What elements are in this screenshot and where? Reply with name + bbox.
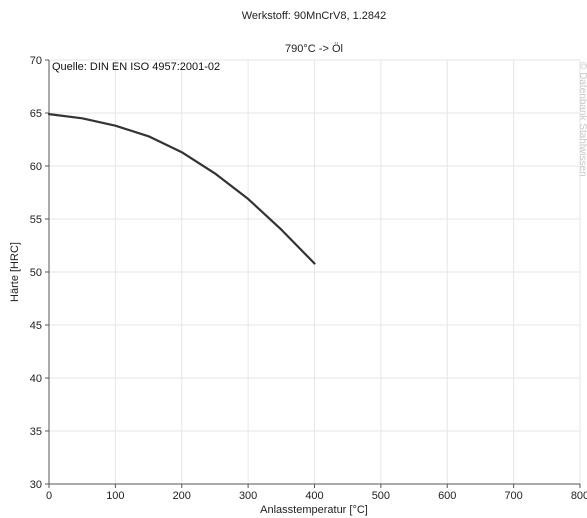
y-tick-label: 40 [30,373,42,385]
x-tick-label: 300 [239,490,257,502]
y-tick-label: 65 [30,108,42,120]
chart-title: Werkstoff: 90MnCrV8, 1.2842 [242,10,387,22]
x-tick-label: 0 [46,490,52,502]
x-tick-label: 200 [173,490,191,502]
x-tick-label: 600 [438,490,456,502]
tick-labels: 0 100 200 300 400 500 600 700 800 30 35 40 45 50 55 60 6… [30,55,587,502]
y-axis-label: Härte [HRC] [9,242,21,302]
source-annotation: Quelle: DIN EN ISO 4957:2001-02 [52,61,220,73]
x-tick-label: 400 [305,490,323,502]
x-tick-label: 100 [106,490,124,502]
y-tick-label: 35 [30,426,42,438]
x-tick-label: 500 [372,490,390,502]
x-tick-label: 800 [571,490,587,502]
chart-subtitle: 790°C -> Öl [285,43,343,55]
x-tick-label: 700 [504,490,522,502]
y-tick-label: 30 [30,479,42,491]
y-tick-label: 45 [30,320,42,332]
series-line [47,112,316,265]
grid [48,59,581,485]
watermark: © Datenbank Stahlwissen [577,62,587,177]
y-tick-label: 50 [30,267,42,279]
y-tick-label: 60 [30,161,42,173]
y-tick-label: 70 [30,55,42,67]
y-tick-label: 55 [30,214,42,226]
x-axis-label: Anlasstemperatur [°C] [260,504,368,516]
